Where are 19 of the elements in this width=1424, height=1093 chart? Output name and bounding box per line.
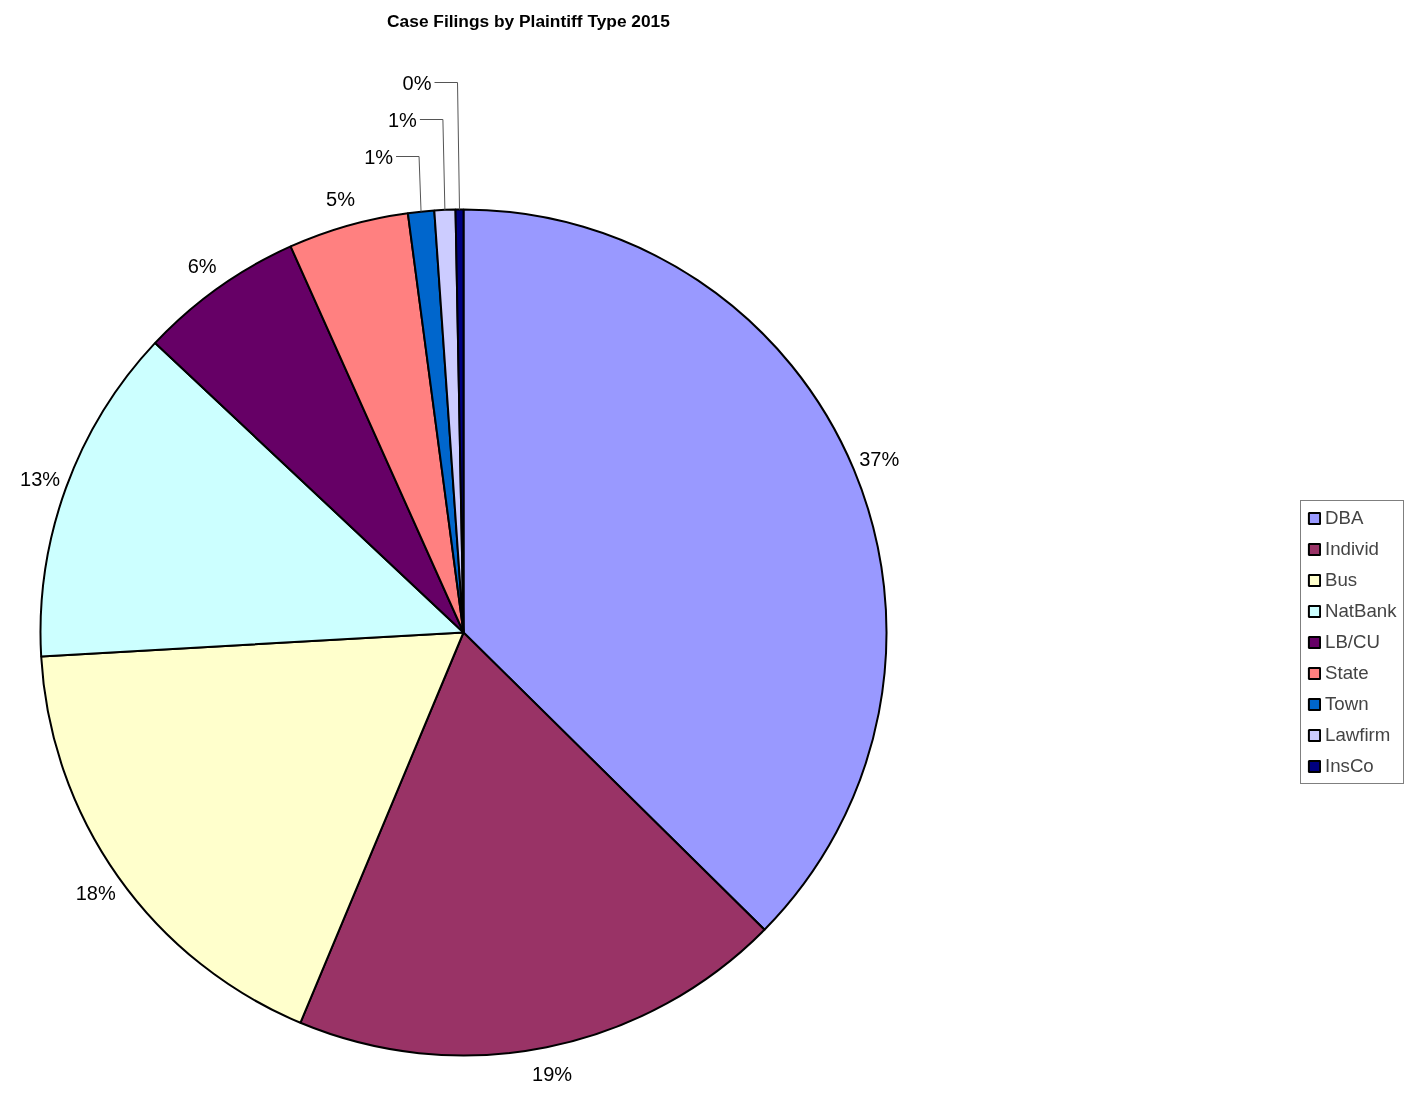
chart-title: Case Filings by Plaintiff Type 2015 bbox=[387, 10, 671, 31]
data-label: 0% bbox=[402, 71, 432, 94]
data-label: 5% bbox=[326, 188, 356, 211]
data-label: 19% bbox=[532, 1063, 573, 1086]
legend-label: Individ bbox=[1325, 538, 1379, 560]
data-label: 18% bbox=[75, 881, 116, 904]
data-label: 1% bbox=[388, 108, 418, 131]
data-label: 6% bbox=[187, 254, 217, 277]
legend-label: DBA bbox=[1325, 507, 1364, 529]
data-label: 13% bbox=[20, 467, 61, 490]
legend-label: LB/CU bbox=[1325, 631, 1380, 653]
legend-label: State bbox=[1325, 662, 1369, 684]
data-label: 1% bbox=[364, 145, 394, 168]
data-label: 37% bbox=[859, 447, 900, 470]
legend-label: NatBank bbox=[1325, 600, 1397, 622]
legend-label: InsCo bbox=[1325, 755, 1374, 777]
legend-label: Town bbox=[1325, 693, 1369, 715]
legend-label: Bus bbox=[1325, 569, 1358, 591]
legend-label: Lawfirm bbox=[1325, 724, 1391, 746]
